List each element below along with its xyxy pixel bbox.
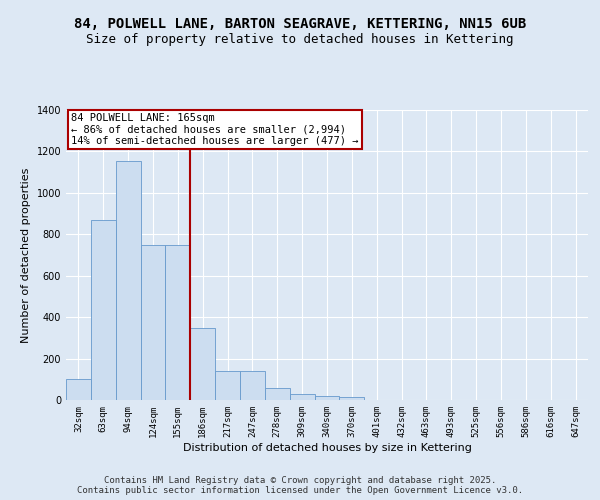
Bar bbox=[166, 244, 190, 400]
Bar bbox=[290, 394, 314, 400]
Bar bbox=[215, 371, 240, 400]
Bar bbox=[140, 244, 166, 400]
Text: 84 POLWELL LANE: 165sqm
← 86% of detached houses are smaller (2,994)
14% of semi: 84 POLWELL LANE: 165sqm ← 86% of detache… bbox=[71, 113, 359, 146]
Bar bbox=[66, 380, 91, 400]
Bar bbox=[91, 220, 116, 400]
Bar bbox=[340, 397, 364, 400]
Bar bbox=[190, 328, 215, 400]
Text: Size of property relative to detached houses in Kettering: Size of property relative to detached ho… bbox=[86, 32, 514, 46]
X-axis label: Distribution of detached houses by size in Kettering: Distribution of detached houses by size … bbox=[182, 442, 472, 452]
Bar bbox=[314, 396, 340, 400]
Bar bbox=[240, 371, 265, 400]
Text: Contains HM Land Registry data © Crown copyright and database right 2025.
Contai: Contains HM Land Registry data © Crown c… bbox=[77, 476, 523, 495]
Y-axis label: Number of detached properties: Number of detached properties bbox=[21, 168, 31, 342]
Bar bbox=[265, 388, 290, 400]
Text: 84, POLWELL LANE, BARTON SEAGRAVE, KETTERING, NN15 6UB: 84, POLWELL LANE, BARTON SEAGRAVE, KETTE… bbox=[74, 18, 526, 32]
Bar bbox=[116, 161, 140, 400]
